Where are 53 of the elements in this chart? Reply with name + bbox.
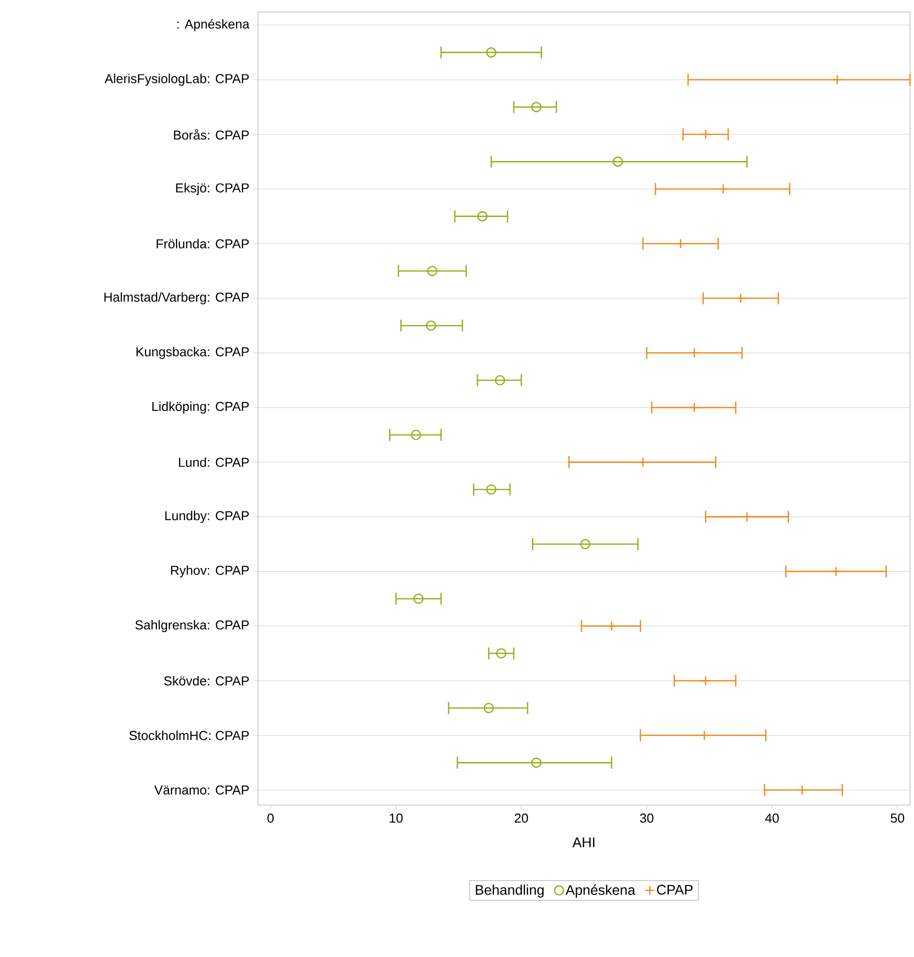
legend-label: CPAP xyxy=(657,884,693,895)
x-tick-label: 30 xyxy=(640,814,654,823)
point xyxy=(736,293,746,304)
point xyxy=(486,484,496,495)
y-tick-label: Lundby: CPAP xyxy=(165,510,249,523)
y-tick-label: Ryhov: CPAP xyxy=(171,565,249,578)
point xyxy=(700,676,711,686)
x-tick-label: 40 xyxy=(765,814,779,823)
x-tick-label: 0 xyxy=(267,814,274,823)
point xyxy=(832,74,842,85)
x-axis-title: AHI xyxy=(572,838,594,848)
point xyxy=(742,512,752,522)
y-tick-label: Värnamo: CPAP xyxy=(154,785,249,795)
y-tick-label: AlerisFysiologLab: CPAP xyxy=(104,74,249,86)
point xyxy=(638,457,648,468)
point xyxy=(797,784,808,796)
point xyxy=(413,594,424,604)
y-tick-label: Frölunda: CPAP xyxy=(156,238,249,248)
point xyxy=(718,184,728,194)
y-tick-label: Sahlgrenska: CPAP xyxy=(135,620,249,632)
y-tick-label: Borås: CPAP xyxy=(174,129,249,140)
y-tick-label: Kungsbacka: CPAP xyxy=(136,346,249,359)
point xyxy=(410,430,422,440)
point xyxy=(830,566,842,577)
point xyxy=(477,211,488,222)
point xyxy=(486,47,496,58)
point xyxy=(426,320,436,331)
x-tick-label: 20 xyxy=(514,814,528,823)
y-tick-label: Skövde: CPAP xyxy=(164,676,249,686)
point xyxy=(699,730,710,740)
y-tick-label: : Apnéskena xyxy=(177,19,250,32)
point xyxy=(494,375,506,386)
point xyxy=(689,348,700,358)
point xyxy=(689,402,700,413)
x-tick-label: 10 xyxy=(390,814,403,823)
point xyxy=(484,702,494,714)
point xyxy=(496,648,506,659)
point xyxy=(612,156,624,167)
y-tick-label: Lidköping: CPAP xyxy=(152,402,249,414)
y-tick-label: StockholmHC: CPAP xyxy=(129,730,249,740)
point xyxy=(700,129,711,140)
y-tick-label: Lund: CPAP xyxy=(179,457,249,467)
y-tick-label: Eksjö: CPAP xyxy=(176,182,249,196)
legend-label: Apnéskena xyxy=(566,884,636,898)
point xyxy=(531,102,542,112)
point xyxy=(675,238,686,249)
point xyxy=(580,538,590,550)
point xyxy=(427,266,438,276)
x-tick-label: 50 xyxy=(890,814,904,823)
point xyxy=(606,620,617,632)
point xyxy=(531,758,542,768)
legend-title: Behandling xyxy=(476,884,544,898)
y-tick-label: Halmstad/Varberg: CPAP xyxy=(104,292,249,304)
